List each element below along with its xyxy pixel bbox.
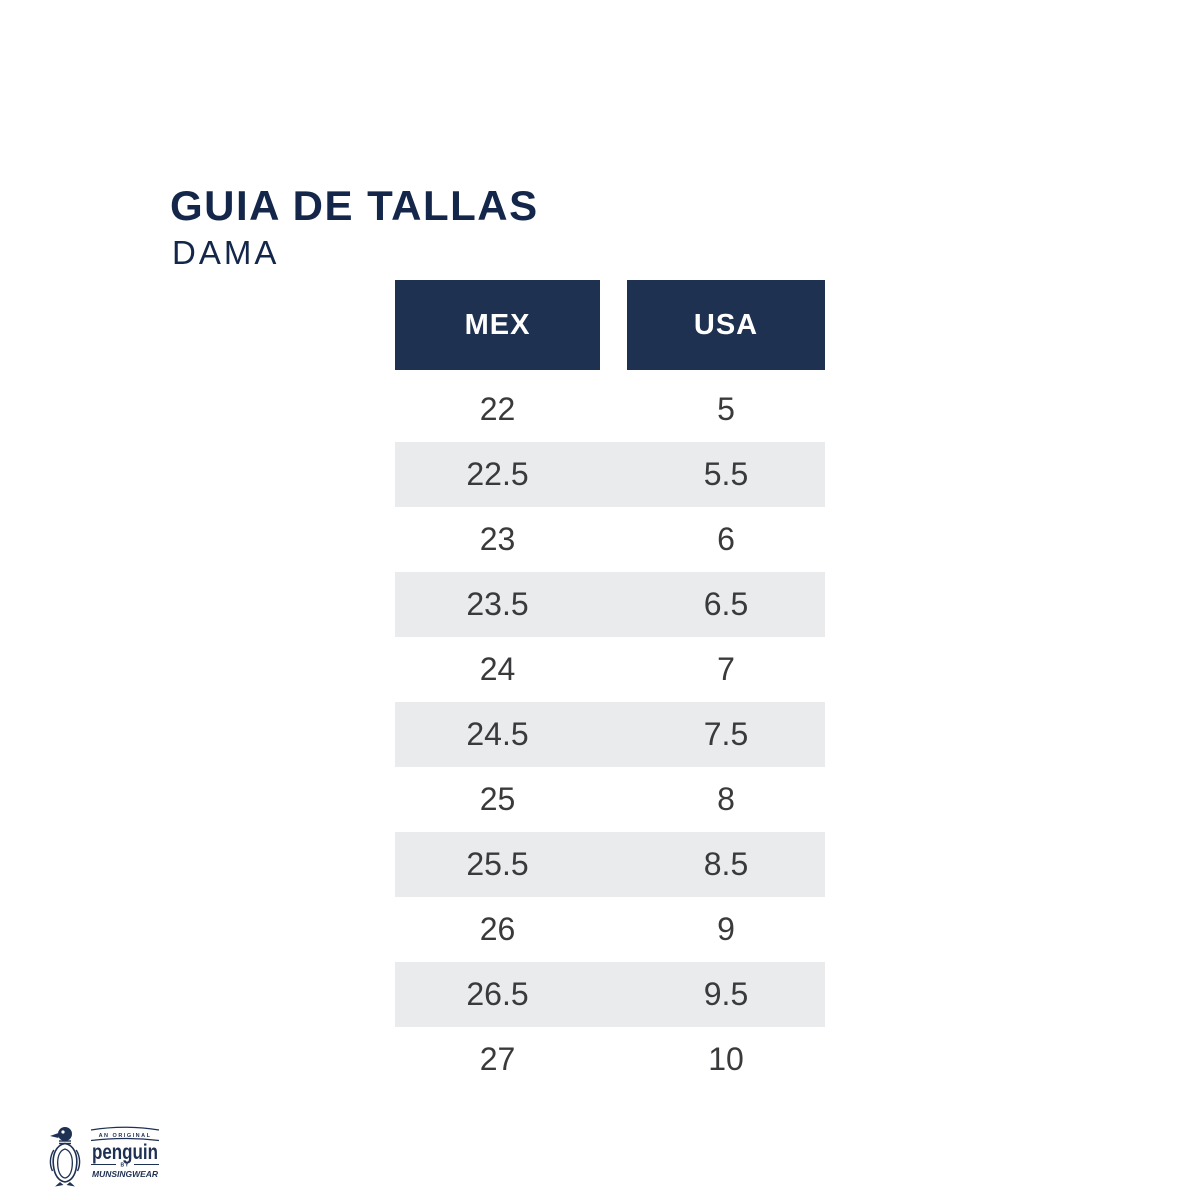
- cell-mex: 22: [479, 391, 516, 427]
- cell-usa: 6: [717, 521, 735, 557]
- cell-usa: 8: [717, 781, 735, 817]
- logo-brand: penguin: [92, 1141, 158, 1164]
- table-row: 27 10: [395, 1027, 825, 1092]
- table-row: 22 5: [395, 377, 825, 442]
- cell-mex: 25: [479, 781, 516, 817]
- page-subtitle: DAMA: [172, 234, 280, 271]
- cell-mex: 22.5: [466, 456, 529, 492]
- cell-mex: 24: [479, 651, 516, 687]
- cell-mex: 26: [479, 911, 516, 947]
- size-table-body: 22 5 22.5 5.5 23 6 23.5 6.5 24 7 24.5 7.5 25 8 25.5 8.5…: [395, 377, 825, 1092]
- logo-midtext: BY: [121, 1163, 130, 1169]
- logo-subtext: MUNSINGWEAR: [92, 1169, 159, 1179]
- penguin-icon: [49, 1127, 81, 1187]
- size-table-header: MEX USA: [395, 280, 825, 370]
- cell-usa: 10: [708, 1041, 744, 1077]
- cell-usa: 9: [717, 911, 735, 947]
- size-table: MEX USA 22 5 22.5 5.5 23 6 23.5 6.5 24 7 24.5 7.5 25…: [395, 280, 825, 1092]
- cell-usa: 9.5: [703, 976, 749, 1012]
- table-row: 25.5 8.5: [395, 832, 825, 897]
- cell-usa: 5.5: [703, 456, 749, 492]
- cell-usa: 7: [717, 651, 735, 687]
- logo-top-arc: [90, 1126, 160, 1131]
- brand-logo: AN ORIGINAL penguin BY MUNSINGWEAR: [44, 1122, 164, 1190]
- column-header-mex: MEX: [395, 280, 600, 370]
- table-row: 23 6: [395, 507, 825, 572]
- table-row: 25 8: [395, 767, 825, 832]
- cell-mex: 23: [479, 521, 516, 557]
- table-row: 23.5 6.5: [395, 572, 825, 637]
- cell-mex: 26.5: [466, 976, 529, 1012]
- logo-mid-arc: [90, 1137, 160, 1142]
- logo-wordmark: AN ORIGINAL penguin BY MUNSINGWEAR: [90, 1126, 160, 1179]
- cell-usa: 7.5: [703, 716, 749, 752]
- cell-mex: 23.5: [466, 586, 529, 622]
- table-row: 24 7: [395, 637, 825, 702]
- table-row: 26 9: [395, 897, 825, 962]
- table-row: 24.5 7.5: [395, 702, 825, 767]
- cell-mex: 27: [479, 1041, 516, 1077]
- page-title: GUIA DE TALLAS: [170, 182, 539, 229]
- cell-usa: 5: [717, 391, 735, 427]
- cell-mex: 24.5: [466, 716, 529, 752]
- column-header-usa: USA: [627, 280, 825, 370]
- cell-mex: 25.5: [466, 846, 529, 882]
- table-row: 22.5 5.5: [395, 442, 825, 507]
- table-row: 26.5 9.5: [395, 962, 825, 1027]
- cell-usa: 8.5: [703, 846, 749, 882]
- logo-pretext: AN ORIGINAL: [99, 1133, 152, 1139]
- penguin-munsingwear-logo: AN ORIGINAL penguin BY MUNSINGWEAR: [49, 1126, 160, 1187]
- cell-usa: 6.5: [703, 586, 749, 622]
